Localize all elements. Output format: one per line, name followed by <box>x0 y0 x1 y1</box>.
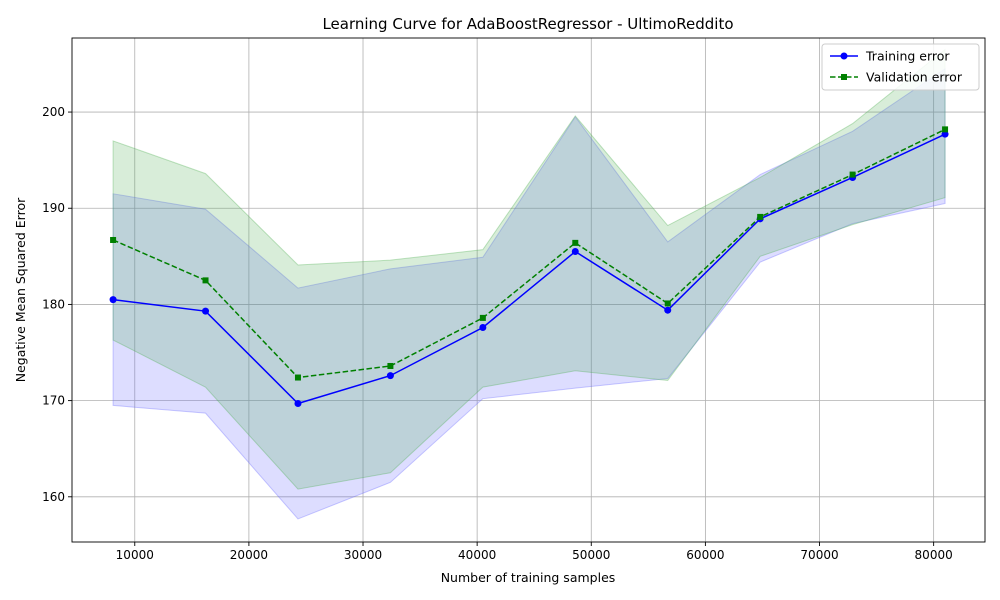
y-tick-label: 190 <box>42 201 65 215</box>
data-point <box>109 296 117 304</box>
x-tick-label: 20000 <box>230 548 268 562</box>
y-tick-label: 180 <box>42 297 65 311</box>
data-point <box>294 399 302 407</box>
legend-marker <box>840 52 848 60</box>
x-tick-label: 70000 <box>800 548 838 562</box>
data-point <box>572 239 579 246</box>
series-line <box>112 128 946 379</box>
chart-title: Learning Curve for AdaBoostRegressor - U… <box>322 15 733 33</box>
legend-marker <box>841 74 847 80</box>
y-axis-label: Negative Mean Squared Error <box>13 197 28 382</box>
data-point <box>849 171 856 178</box>
data-point <box>386 372 394 380</box>
data-point <box>941 130 949 138</box>
x-tick-label: 80000 <box>915 548 953 562</box>
legend-label: Validation error <box>866 70 963 85</box>
plot-area: 10000 20000 30000 40000 50000 60000 70000 80000… <box>42 37 986 562</box>
data-point <box>479 324 487 332</box>
x-tick-label: 30000 <box>344 548 382 562</box>
x-tick-label: 50000 <box>572 548 610 562</box>
y-tick-label: 170 <box>42 394 65 408</box>
data-point <box>202 277 209 284</box>
data-point <box>664 300 671 307</box>
data-point <box>757 213 764 220</box>
confidence-band <box>112 48 946 490</box>
series-line <box>112 133 946 405</box>
x-tick-label: 10000 <box>116 548 154 562</box>
y-tick-label: 200 <box>42 105 65 119</box>
legend-box <box>821 43 980 91</box>
confidence-band <box>112 67 946 520</box>
data-point <box>202 307 210 315</box>
data-point <box>571 248 579 256</box>
data-point <box>294 374 301 381</box>
data-point <box>479 314 486 321</box>
data-point <box>664 306 672 314</box>
x-tick-label: 60000 <box>686 548 724 562</box>
legend-label: Training error <box>865 49 950 64</box>
y-tick-label: 160 <box>42 490 65 504</box>
data-point <box>110 236 117 243</box>
axes-frame <box>71 37 986 543</box>
x-tick-label: 40000 <box>458 548 496 562</box>
data-point <box>387 362 394 369</box>
data-point <box>942 126 949 133</box>
x-axis-label: Number of training samples <box>441 570 616 585</box>
